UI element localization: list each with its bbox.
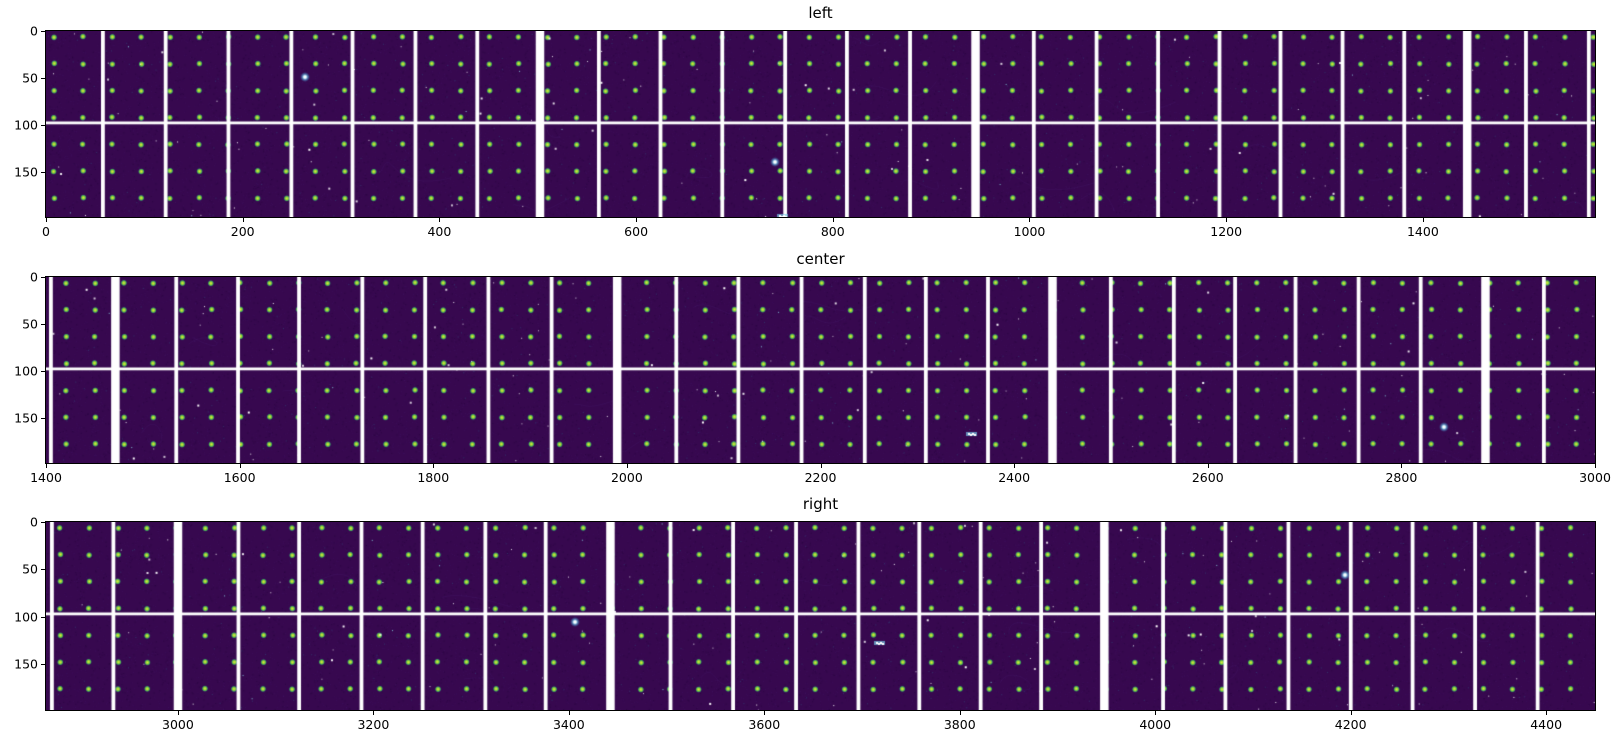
y-tick-label: 0 bbox=[30, 514, 38, 530]
x-tick-label: 4200 bbox=[1334, 717, 1367, 732]
y-tick-label: 0 bbox=[30, 23, 38, 39]
subplot-title-left: left bbox=[808, 4, 833, 22]
x-tick-mark bbox=[1014, 464, 1016, 468]
x-tick-label: 1400 bbox=[30, 470, 62, 485]
x-tick-mark bbox=[1029, 218, 1031, 222]
y-tick-mark bbox=[41, 569, 45, 571]
x-tick-mark bbox=[832, 218, 834, 222]
x-tick-label: 2600 bbox=[1191, 470, 1224, 485]
detector-image-canvas-right bbox=[46, 522, 1595, 710]
y-tick-mark bbox=[41, 77, 45, 79]
x-tick-mark bbox=[373, 711, 375, 715]
x-tick-mark bbox=[1401, 464, 1403, 468]
y-tick-mark bbox=[41, 616, 45, 618]
x-tick-label: 1200 bbox=[1210, 224, 1243, 239]
x-tick-label: 3800 bbox=[943, 717, 976, 732]
x-tick-label: 400 bbox=[427, 224, 452, 239]
x-tick-label: 1400 bbox=[1406, 224, 1439, 239]
x-tick-mark bbox=[568, 711, 570, 715]
x-tick-mark bbox=[1595, 464, 1596, 468]
y-tick-label: 50 bbox=[22, 70, 38, 86]
x-tick-mark bbox=[1350, 711, 1352, 715]
x-tick-mark bbox=[242, 218, 244, 222]
x-tick-mark bbox=[636, 218, 638, 222]
x-tick-label: 1000 bbox=[1013, 224, 1046, 239]
y-tick-mark bbox=[41, 664, 45, 666]
x-tick-label: 1800 bbox=[417, 470, 450, 485]
y-tick-mark bbox=[41, 417, 45, 419]
x-tick-label: 2000 bbox=[610, 470, 643, 485]
x-tick-mark bbox=[46, 218, 47, 222]
x-tick-mark bbox=[1155, 711, 1157, 715]
y-tick-label: 50 bbox=[22, 561, 38, 577]
y-tick-mark bbox=[41, 370, 45, 372]
x-tick-mark bbox=[764, 711, 766, 715]
detector-image-canvas-left bbox=[46, 31, 1595, 217]
subplot-title-right: right bbox=[802, 495, 839, 513]
x-tick-label: 800 bbox=[820, 224, 845, 239]
x-tick-mark bbox=[820, 464, 822, 468]
x-tick-mark bbox=[1422, 218, 1424, 222]
y-tick-label: 150 bbox=[14, 656, 38, 672]
x-tick-mark bbox=[433, 464, 435, 468]
y-tick-mark bbox=[41, 124, 45, 126]
x-tick-label: 200 bbox=[230, 224, 255, 239]
y-tick-label: 150 bbox=[14, 410, 38, 426]
y-tick-mark bbox=[41, 522, 45, 523]
x-tick-label: 2200 bbox=[804, 470, 837, 485]
x-tick-mark bbox=[1226, 218, 1228, 222]
y-tick-label: 100 bbox=[14, 609, 38, 625]
x-tick-mark bbox=[439, 218, 441, 222]
x-tick-label: 600 bbox=[624, 224, 649, 239]
subplot-title-center: center bbox=[796, 250, 845, 268]
y-tick-label: 100 bbox=[14, 363, 38, 379]
y-tick-label: 150 bbox=[14, 164, 38, 180]
x-tick-label: 0 bbox=[42, 224, 50, 239]
x-tick-label: 4400 bbox=[1530, 717, 1563, 732]
y-tick-mark bbox=[41, 323, 45, 325]
axes-frame-right bbox=[45, 521, 1596, 711]
x-tick-label: 4000 bbox=[1139, 717, 1172, 732]
y-tick-label: 50 bbox=[22, 316, 38, 332]
axes-frame-center bbox=[45, 276, 1596, 464]
y-tick-mark bbox=[41, 277, 45, 278]
x-tick-mark bbox=[46, 464, 47, 468]
x-tick-label: 1600 bbox=[223, 470, 256, 485]
x-tick-mark bbox=[626, 464, 628, 468]
x-tick-mark bbox=[959, 711, 961, 715]
x-tick-label: 3400 bbox=[552, 717, 585, 732]
y-tick-mark bbox=[41, 31, 45, 32]
y-tick-mark bbox=[41, 171, 45, 173]
y-tick-label: 0 bbox=[30, 269, 38, 285]
axes-frame-left bbox=[45, 30, 1596, 218]
x-tick-mark bbox=[239, 464, 241, 468]
x-tick-label: 3000 bbox=[1579, 470, 1611, 485]
x-tick-label: 3000 bbox=[162, 717, 194, 732]
x-tick-label: 3200 bbox=[357, 717, 390, 732]
detector-image-canvas-center bbox=[46, 277, 1595, 463]
x-tick-label: 2800 bbox=[1385, 470, 1418, 485]
x-tick-mark bbox=[1546, 711, 1548, 715]
y-tick-label: 100 bbox=[14, 117, 38, 133]
x-tick-mark bbox=[177, 711, 179, 715]
x-tick-mark bbox=[1207, 464, 1209, 468]
x-tick-label: 3600 bbox=[748, 717, 781, 732]
x-tick-label: 2400 bbox=[998, 470, 1031, 485]
